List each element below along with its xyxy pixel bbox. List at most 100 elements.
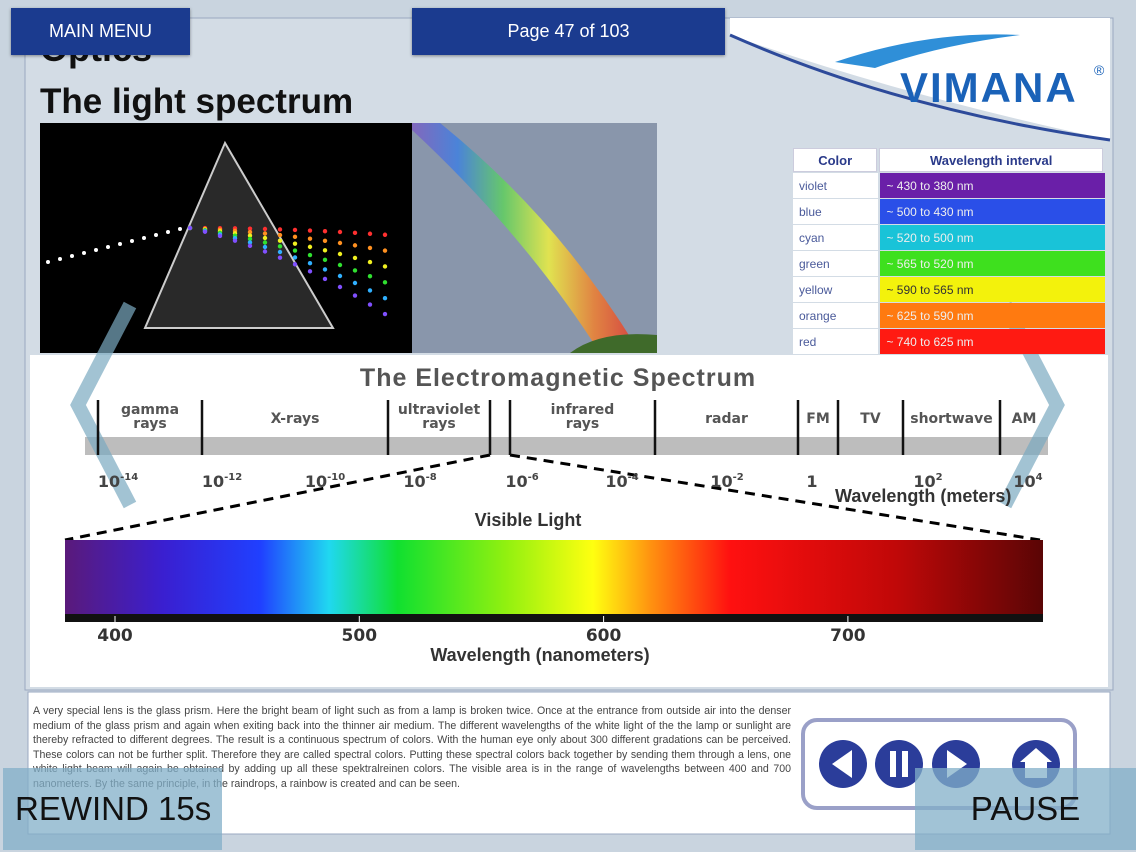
zoom-line — [64, 453, 491, 542]
logo-mark: ® — [1094, 62, 1105, 78]
scale-base: 10 — [605, 472, 627, 491]
beam-dot — [382, 311, 388, 317]
scale-exponent: -8 — [426, 472, 437, 483]
scale-label: 102 — [913, 472, 942, 491]
rainbow — [412, 123, 640, 353]
table-row: cyan ~ 520 to 500 nm — [793, 225, 1105, 250]
color-name: yellow — [793, 277, 879, 302]
beam-dot — [367, 288, 373, 293]
band-label-line: rays — [566, 416, 599, 432]
beam-dot — [292, 227, 298, 233]
beam-dot — [247, 233, 253, 238]
color-name: violet — [793, 173, 879, 198]
beam-dot — [352, 255, 358, 261]
beam-dot — [262, 235, 268, 241]
band-label-line: gamma — [121, 402, 179, 418]
scale-exponent: -12 — [224, 472, 242, 483]
scale-label: 10-4 — [605, 472, 638, 491]
beam-dot — [352, 230, 358, 236]
scale-label: 104 — [1013, 472, 1042, 491]
em-axis-label: Wavelength (meters) — [835, 486, 1012, 506]
scale-exponent: -4 — [628, 472, 639, 483]
scale-base: 10 — [913, 472, 935, 491]
band-label-line: infrared — [551, 402, 615, 418]
beam-dot — [277, 244, 283, 249]
em-title: The Electromagnetic Spectrum — [359, 364, 757, 392]
beam-dot — [217, 233, 223, 239]
scale-exponent: -2 — [733, 472, 744, 483]
scale-base: 10 — [403, 472, 425, 491]
beam-dot — [166, 230, 170, 234]
light-beam — [46, 225, 388, 317]
beam-dot — [277, 227, 283, 232]
beam-dot — [46, 260, 50, 264]
wavelength-interval: ~ 500 to 430 nm — [880, 199, 1105, 224]
wavelength-interval: ~ 430 to 380 nm — [880, 173, 1105, 198]
beam-dot — [307, 252, 313, 258]
beam-dot — [277, 249, 283, 255]
scale-label: 10-10 — [305, 472, 345, 491]
table-header: Color Wavelength interval — [793, 148, 1105, 172]
beam-dot — [367, 231, 373, 236]
beam-dot — [367, 259, 373, 265]
table-row: violet ~ 430 to 380 nm — [793, 173, 1105, 198]
band-label: TV — [860, 411, 881, 427]
band-label-line: ultraviolet — [398, 402, 481, 418]
em-area — [30, 355, 1108, 687]
beam-dot — [337, 284, 343, 290]
beam-dot — [337, 229, 343, 235]
band-label: shortwave — [910, 411, 993, 427]
beam-dot — [277, 232, 283, 238]
scale-base: 10 — [505, 472, 527, 491]
wavelength-interval: ~ 565 to 520 nm — [880, 251, 1105, 276]
nm-tick-label: 400 — [97, 626, 133, 646]
logo-text: VIMANA — [900, 64, 1078, 111]
beam-dot — [382, 264, 388, 269]
table-row: red ~ 740 to 625 nm — [793, 329, 1105, 354]
prev-icon — [832, 750, 852, 778]
beam-dot — [337, 251, 343, 257]
color-name: green — [793, 251, 879, 276]
scale-exponent: 2 — [936, 472, 943, 483]
beam-dot — [292, 241, 298, 246]
color-name: blue — [793, 199, 879, 224]
band-label-line: rays — [133, 416, 166, 432]
beam-dot — [322, 276, 328, 282]
scale-label: 10-6 — [505, 472, 538, 491]
beam-dot — [307, 228, 313, 233]
beam-dot — [322, 238, 328, 243]
trees — [570, 334, 657, 353]
table-header-cell: Color — [793, 148, 878, 172]
rewind-button[interactable]: REWIND 15s — [3, 768, 222, 850]
band-label-line: rays — [422, 416, 455, 432]
beam-dot — [247, 226, 253, 231]
pause-button[interactable] — [875, 740, 923, 788]
beam-dot — [232, 238, 238, 243]
nm-tick-label: 500 — [342, 626, 378, 646]
beam-dot — [337, 273, 343, 279]
color-name: red — [793, 329, 879, 354]
pause-icon — [890, 751, 896, 777]
scale-exponent: 4 — [1036, 472, 1043, 483]
beam-dot — [382, 248, 388, 253]
wavelength-interval: ~ 590 to 565 nm — [880, 277, 1105, 302]
beam-dot — [262, 240, 268, 245]
beam-dot — [352, 293, 358, 298]
band-label: infrared rays — [551, 402, 615, 432]
beam-dot — [352, 243, 358, 248]
beam-dot — [118, 242, 122, 246]
main-menu-button[interactable]: MAIN MENU — [11, 8, 190, 55]
visible-label: Visible Light — [474, 510, 582, 530]
pause-overlay-button[interactable]: PAUSE — [915, 768, 1136, 850]
beam-dot — [82, 251, 86, 255]
logo-swoosh — [730, 18, 1110, 140]
beam-dot — [247, 229, 253, 235]
band-label: AM — [1012, 411, 1037, 427]
slide-title: The light spectrum — [40, 82, 354, 121]
page-indicator: Page 47 of 103 — [412, 8, 725, 55]
prev-chevron[interactable] — [70, 301, 137, 509]
beam-dot — [262, 244, 268, 250]
beam-dot — [352, 268, 358, 273]
zoom-line — [509, 453, 1041, 542]
